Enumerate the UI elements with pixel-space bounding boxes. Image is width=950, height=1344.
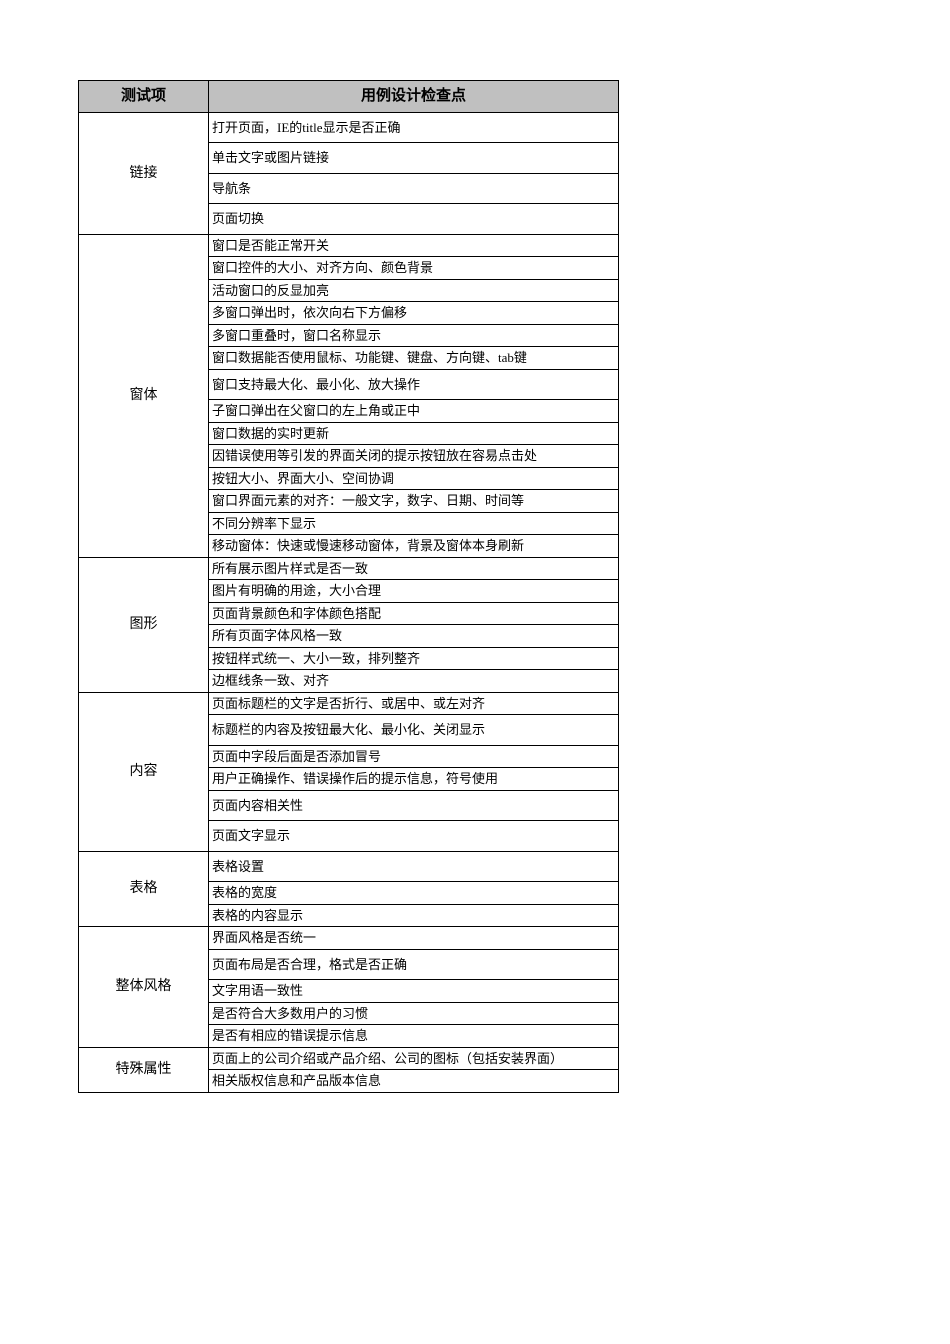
- category-cell: 链接: [79, 112, 209, 234]
- checkpoint-cell: 窗口控件的大小、对齐方向、颜色背景: [209, 257, 619, 280]
- table-row: 窗体窗口是否能正常开关: [79, 234, 619, 257]
- checkpoint-cell: 边框线条一致、对齐: [209, 670, 619, 693]
- checkpoint-cell: 相关版权信息和产品版本信息: [209, 1070, 619, 1093]
- checkpoint-cell: 打开页面，IE的title显示是否正确: [209, 112, 619, 143]
- checkpoint-cell: 页面布局是否合理，格式是否正确: [209, 949, 619, 980]
- checkpoint-cell: 子窗口弹出在父窗口的左上角或正中: [209, 400, 619, 423]
- checkpoint-cell: 所有页面字体风格一致: [209, 625, 619, 648]
- category-cell: 内容: [79, 692, 209, 851]
- table-row: 整体风格界面风格是否统一: [79, 927, 619, 950]
- category-cell: 特殊属性: [79, 1047, 209, 1092]
- checkpoint-cell: 因错误使用等引发的界面关闭的提示按钮放在容易点击处: [209, 445, 619, 468]
- checkpoint-cell: 文字用语一致性: [209, 980, 619, 1003]
- checkpoint-cell: 页面上的公司介绍或产品介绍、公司的图标（包括安装界面）: [209, 1047, 619, 1070]
- category-cell: 窗体: [79, 234, 209, 557]
- checkpoint-cell: 所有展示图片样式是否一致: [209, 557, 619, 580]
- checkpoint-cell: 标题栏的内容及按钮最大化、最小化、关闭显示: [209, 715, 619, 746]
- table-row: 链接打开页面，IE的title显示是否正确: [79, 112, 619, 143]
- checkpoint-cell: 窗口数据的实时更新: [209, 422, 619, 445]
- checkpoint-cell: 表格设置: [209, 851, 619, 882]
- checkpoint-cell: 页面背景颜色和字体颜色搭配: [209, 602, 619, 625]
- checkpoint-cell: 用户正确操作、错误操作后的提示信息，符号使用: [209, 768, 619, 791]
- document-page: 测试项 用例设计检查点 链接打开页面，IE的title显示是否正确单击文字或图片…: [0, 0, 950, 1133]
- checkpoint-cell: 活动窗口的反显加亮: [209, 279, 619, 302]
- checkpoint-cell: 页面标题栏的文字是否折行、或居中、或左对齐: [209, 692, 619, 715]
- checkpoint-cell: 表格的宽度: [209, 882, 619, 905]
- table-row: 特殊属性页面上的公司介绍或产品介绍、公司的图标（包括安装界面）: [79, 1047, 619, 1070]
- checkpoint-cell: 不同分辨率下显示: [209, 512, 619, 535]
- checkpoint-cell: 页面内容相关性: [209, 790, 619, 821]
- header-test-item: 测试项: [79, 81, 209, 113]
- checkpoint-cell: 单击文字或图片链接: [209, 143, 619, 174]
- checkpoint-cell: 页面中字段后面是否添加冒号: [209, 745, 619, 768]
- checkpoint-cell: 窗口是否能正常开关: [209, 234, 619, 257]
- category-cell: 整体风格: [79, 927, 209, 1048]
- header-checkpoint: 用例设计检查点: [209, 81, 619, 113]
- checkpoint-cell: 按钮样式统一、大小一致，排列整齐: [209, 647, 619, 670]
- checkpoint-cell: 页面文字显示: [209, 821, 619, 852]
- table-body: 链接打开页面，IE的title显示是否正确单击文字或图片链接导航条页面切换窗体窗…: [79, 112, 619, 1092]
- checklist-table: 测试项 用例设计检查点 链接打开页面，IE的title显示是否正确单击文字或图片…: [78, 80, 619, 1093]
- checkpoint-cell: 移动窗体：快速或慢速移动窗体，背景及窗体本身刷新: [209, 535, 619, 558]
- checkpoint-cell: 按钮大小、界面大小、空间协调: [209, 467, 619, 490]
- table-header-row: 测试项 用例设计检查点: [79, 81, 619, 113]
- table-row: 内容页面标题栏的文字是否折行、或居中、或左对齐: [79, 692, 619, 715]
- category-cell: 表格: [79, 851, 209, 927]
- table-row: 表格表格设置: [79, 851, 619, 882]
- checkpoint-cell: 是否符合大多数用户的习惯: [209, 1002, 619, 1025]
- checkpoint-cell: 窗口支持最大化、最小化、放大操作: [209, 369, 619, 400]
- category-cell: 图形: [79, 557, 209, 692]
- checkpoint-cell: 窗口数据能否使用鼠标、功能键、键盘、方向键、tab键: [209, 347, 619, 370]
- checkpoint-cell: 是否有相应的错误提示信息: [209, 1025, 619, 1048]
- checkpoint-cell: 页面切换: [209, 204, 619, 235]
- checkpoint-cell: 表格的内容显示: [209, 904, 619, 927]
- checkpoint-cell: 多窗口重叠时，窗口名称显示: [209, 324, 619, 347]
- checkpoint-cell: 多窗口弹出时，依次向右下方偏移: [209, 302, 619, 325]
- checkpoint-cell: 图片有明确的用途，大小合理: [209, 580, 619, 603]
- checkpoint-cell: 导航条: [209, 173, 619, 204]
- table-row: 图形所有展示图片样式是否一致: [79, 557, 619, 580]
- checkpoint-cell: 界面风格是否统一: [209, 927, 619, 950]
- checkpoint-cell: 窗口界面元素的对齐：一般文字，数字、日期、时间等: [209, 490, 619, 513]
